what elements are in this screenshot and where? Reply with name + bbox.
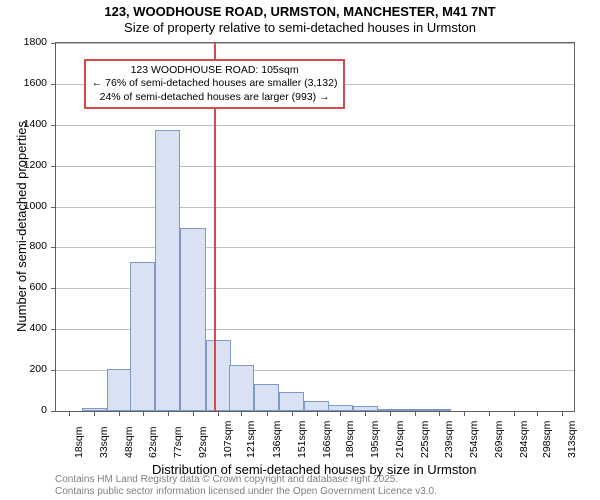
y-tick [51, 247, 56, 248]
x-tick-label: 254sqm [468, 421, 480, 458]
histogram-bar [155, 130, 180, 411]
y-tick-label: 600 [29, 281, 47, 293]
x-tick [537, 411, 538, 416]
histogram-bar [279, 392, 304, 411]
x-tick [365, 411, 366, 416]
x-tick-label: 48sqm [123, 426, 135, 458]
y-tick [51, 125, 56, 126]
x-tick-label: 92sqm [197, 426, 209, 458]
x-tick-label: 62sqm [147, 426, 159, 458]
x-tick-label: 180sqm [344, 421, 356, 458]
x-tick-label: 33sqm [98, 426, 110, 458]
x-tick [94, 411, 95, 416]
y-axis-label: Number of semi-detached properties [14, 121, 29, 332]
x-tick [168, 411, 169, 416]
chart-title-block: 123, WOODHOUSE ROAD, URMSTON, MANCHESTER… [0, 4, 600, 37]
y-tick-label: 400 [29, 322, 47, 334]
y-tick [51, 207, 56, 208]
y-tick [51, 370, 56, 371]
x-tick-label: 210sqm [394, 421, 406, 458]
x-tick [193, 411, 194, 416]
x-tick [241, 411, 242, 416]
y-tick [51, 84, 56, 85]
chart-title-line1: 123, WOODHOUSE ROAD, URMSTON, MANCHESTER… [0, 4, 600, 20]
x-tick-label: 284sqm [518, 421, 530, 458]
chart-container: 123, WOODHOUSE ROAD, URMSTON, MANCHESTER… [0, 0, 600, 500]
histogram-bar [130, 262, 155, 411]
gridline [56, 247, 574, 248]
gridline [56, 43, 574, 44]
plot-area: 02004006008001000120014001600180018sqm33… [55, 42, 575, 412]
gridline [56, 207, 574, 208]
x-tick-label: 107sqm [222, 421, 234, 458]
footer-line2: Contains public sector information licen… [55, 486, 437, 498]
x-tick-label: 225sqm [419, 421, 431, 458]
y-tick-label: 800 [29, 240, 47, 252]
x-tick [267, 411, 268, 416]
x-tick-label: 298sqm [541, 421, 553, 458]
x-tick-label: 269sqm [493, 421, 505, 458]
y-tick-label: 1800 [24, 36, 47, 48]
x-tick [340, 411, 341, 416]
footer-line1: Contains HM Land Registry data © Crown c… [55, 474, 437, 486]
x-tick [464, 411, 465, 416]
x-tick [292, 411, 293, 416]
x-tick [317, 411, 318, 416]
x-tick-label: 166sqm [321, 421, 333, 458]
y-tick-label: 0 [41, 404, 47, 416]
y-tick [51, 166, 56, 167]
annotation-line1: 123 WOODHOUSE ROAD: 105sqm [92, 64, 338, 77]
annotation-line3: 24% of semi-detached houses are larger (… [92, 91, 338, 104]
histogram-bar [254, 384, 279, 411]
x-tick-label: 18sqm [73, 426, 85, 458]
x-tick-label: 77sqm [172, 426, 184, 458]
x-tick [514, 411, 515, 416]
x-tick-label: 313sqm [566, 421, 578, 458]
x-tick-label: 239sqm [443, 421, 455, 458]
y-tick [51, 411, 56, 412]
x-tick [69, 411, 70, 416]
x-tick [415, 411, 416, 416]
y-tick-label: 200 [29, 363, 47, 375]
x-tick [218, 411, 219, 416]
x-tick [439, 411, 440, 416]
chart-title-line2: Size of property relative to semi-detach… [0, 20, 600, 36]
annotation-line2: ← 76% of semi-detached houses are smalle… [92, 77, 338, 90]
gridline [56, 125, 574, 126]
footer-attribution: Contains HM Land Registry data © Crown c… [55, 474, 437, 498]
x-tick-label: 121sqm [245, 421, 257, 458]
y-tick-label: 1600 [24, 77, 47, 89]
histogram-bar [206, 340, 231, 411]
x-tick [562, 411, 563, 416]
x-tick-label: 151sqm [296, 421, 308, 458]
x-tick-label: 195sqm [369, 421, 381, 458]
y-tick [51, 288, 56, 289]
y-tick [51, 329, 56, 330]
x-tick [390, 411, 391, 416]
gridline [56, 166, 574, 167]
x-tick-label: 136sqm [271, 421, 283, 458]
x-tick [119, 411, 120, 416]
histogram-bar [107, 369, 132, 411]
histogram-bar [229, 365, 254, 411]
histogram-bar [180, 228, 205, 411]
x-tick [489, 411, 490, 416]
y-tick [51, 43, 56, 44]
histogram-bar [304, 401, 329, 411]
x-tick [143, 411, 144, 416]
annotation-box: 123 WOODHOUSE ROAD: 105sqm← 76% of semi-… [84, 59, 346, 108]
